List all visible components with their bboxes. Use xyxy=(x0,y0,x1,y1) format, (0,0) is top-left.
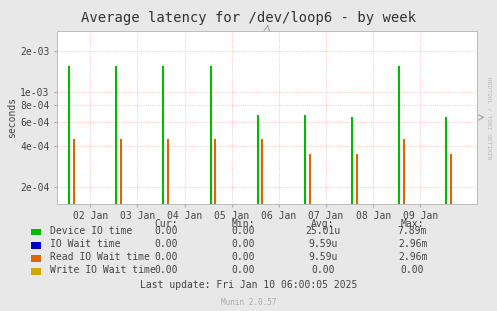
Text: Min:: Min: xyxy=(232,219,255,229)
Text: Device IO time: Device IO time xyxy=(50,226,132,236)
Text: 0.00: 0.00 xyxy=(311,265,335,275)
Text: 9.59u: 9.59u xyxy=(308,252,338,262)
Text: IO Wait time: IO Wait time xyxy=(50,239,120,249)
Text: Avg:: Avg: xyxy=(311,219,335,229)
Text: Write IO Wait time: Write IO Wait time xyxy=(50,265,156,275)
Text: 9.59u: 9.59u xyxy=(308,239,338,249)
Text: RRDTOOL / TOBI OETIKER: RRDTOOL / TOBI OETIKER xyxy=(486,77,491,160)
Text: 25.01u: 25.01u xyxy=(306,226,340,236)
Text: Read IO Wait time: Read IO Wait time xyxy=(50,252,150,262)
Text: Cur:: Cur: xyxy=(155,219,178,229)
Text: 0.00: 0.00 xyxy=(155,239,178,249)
Text: 0.00: 0.00 xyxy=(401,265,424,275)
Text: 0.00: 0.00 xyxy=(155,226,178,236)
Text: 0.00: 0.00 xyxy=(155,265,178,275)
Text: 0.00: 0.00 xyxy=(232,252,255,262)
Text: Munin 2.0.57: Munin 2.0.57 xyxy=(221,299,276,307)
Text: 2.96m: 2.96m xyxy=(398,252,427,262)
Y-axis label: seconds: seconds xyxy=(7,97,17,138)
Text: 0.00: 0.00 xyxy=(232,265,255,275)
Text: 0.00: 0.00 xyxy=(232,226,255,236)
Text: Max:: Max: xyxy=(401,219,424,229)
Text: 7.89m: 7.89m xyxy=(398,226,427,236)
Text: 0.00: 0.00 xyxy=(155,252,178,262)
Text: 2.96m: 2.96m xyxy=(398,239,427,249)
Text: Last update: Fri Jan 10 06:00:05 2025: Last update: Fri Jan 10 06:00:05 2025 xyxy=(140,280,357,290)
Text: Average latency for /dev/loop6 - by week: Average latency for /dev/loop6 - by week xyxy=(81,11,416,25)
Text: 0.00: 0.00 xyxy=(232,239,255,249)
